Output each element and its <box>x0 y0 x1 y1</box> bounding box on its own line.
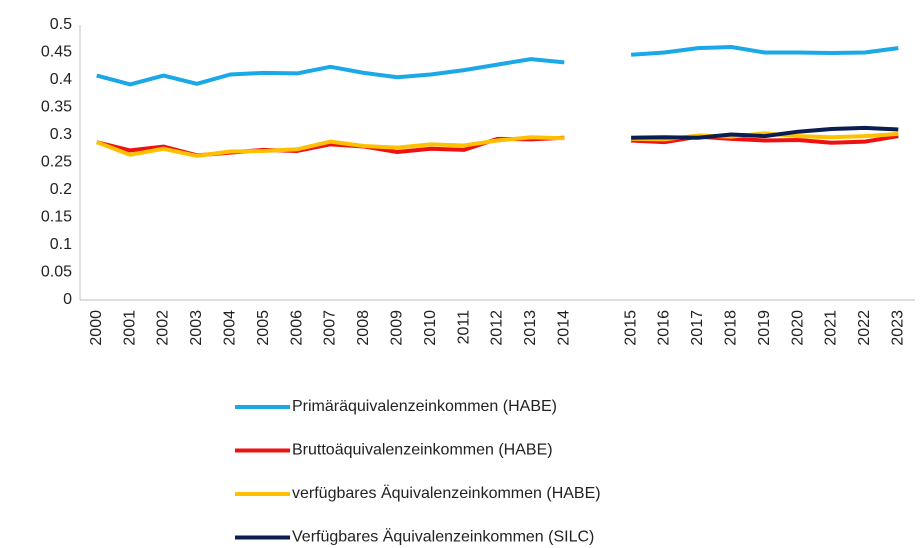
y-tick-label: 0.45 <box>41 44 72 61</box>
x-tick-label: 2017 <box>689 310 706 346</box>
x-tick-label: 2023 <box>890 310 907 346</box>
x-tick-label: 2006 <box>288 310 305 346</box>
x-tick-label: 2020 <box>789 310 806 346</box>
x-tick-label: 2010 <box>422 310 439 346</box>
y-tick-label: 0.25 <box>41 154 72 171</box>
x-tick-label: 2007 <box>322 310 339 346</box>
y-tick-label: 0.35 <box>41 99 72 116</box>
x-tick-label: 2003 <box>188 310 205 346</box>
x-tick-label: 2002 <box>155 310 172 346</box>
y-tick-label: 0.5 <box>50 16 72 33</box>
legend-label: Bruttoäquivalenzeinkommen (HABE) <box>292 442 553 459</box>
x-tick-label: 2005 <box>255 310 272 346</box>
x-tick-label: 2008 <box>355 310 372 346</box>
y-tick-label: 0.05 <box>41 264 72 281</box>
legend-label: verfügbares Äquivalenzeinkommen (HABE) <box>292 484 601 502</box>
series-line <box>95 131 899 158</box>
y-tick-label: 0.1 <box>50 236 72 253</box>
y-tick-label: 0 <box>63 291 72 308</box>
x-tick-label: 2001 <box>121 310 138 346</box>
x-tick-label: 2004 <box>222 310 239 346</box>
x-tick-label: 2019 <box>756 310 773 346</box>
y-tick-label: 0.2 <box>50 181 72 198</box>
x-tick-label: 2011 <box>455 310 472 345</box>
x-tick-label: 2021 <box>823 310 840 346</box>
y-tick-label: 0.15 <box>41 209 72 226</box>
y-tick-label: 0.4 <box>50 71 72 88</box>
x-tick-label: 2018 <box>723 310 740 346</box>
y-tick-label: 0.3 <box>50 126 72 143</box>
x-tick-label: 2015 <box>622 310 639 346</box>
series-line <box>96 45 899 87</box>
x-tick-label: 2022 <box>856 310 873 346</box>
legend-label: Verfügbares Äquivalenzeinkommen (SILC) <box>292 528 594 546</box>
series-line <box>631 125 899 140</box>
x-tick-label: 2012 <box>489 310 506 346</box>
legend-label: Primäräquivalenzeinkommen (HABE) <box>292 398 557 415</box>
x-tick-label: 2000 <box>88 310 105 346</box>
x-tick-label: 2013 <box>522 310 539 346</box>
x-tick-label: 2014 <box>556 310 573 346</box>
x-tick-label: 2009 <box>389 310 406 346</box>
x-tick-label: 2016 <box>656 310 673 346</box>
